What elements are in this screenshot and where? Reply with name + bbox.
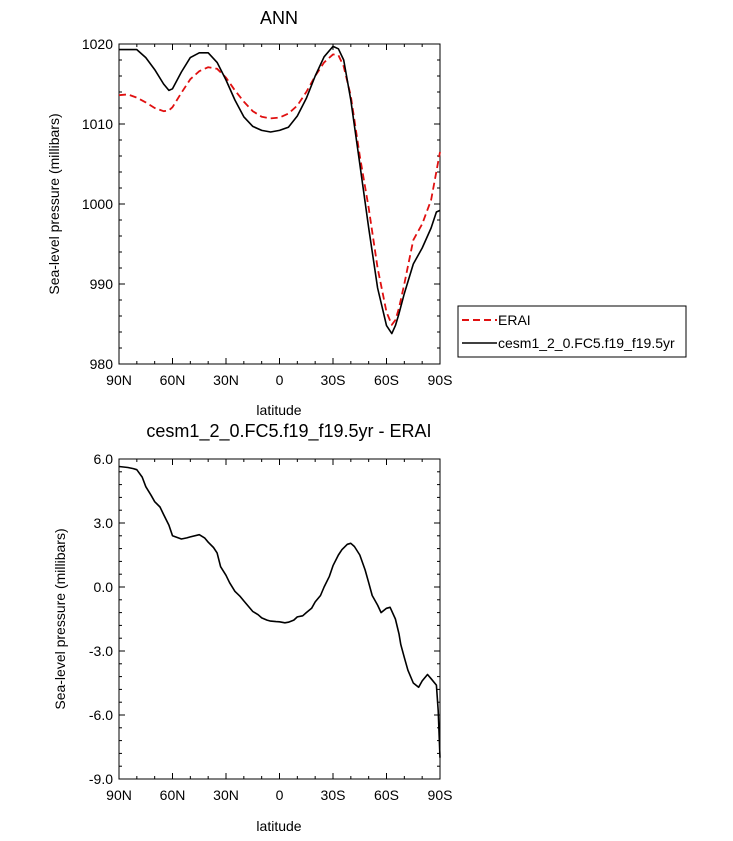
series-line-cesm1-2-0-fc5-f19-f19-5yr — [119, 45, 441, 335]
tick-marks — [118, 43, 441, 365]
x-tick-label: 30S — [321, 787, 346, 803]
plot-frame — [118, 43, 441, 365]
y-axis-label: Sea-level pressure (millibars) — [46, 113, 62, 294]
x-tick-label: 60N — [160, 787, 186, 803]
tick-labels: 90N 60N 30N 0 30S 60S 90S 6.0 3.0 0.0 -3.0 -6.0 -9.0 — [89, 451, 453, 803]
y-tick-label: -6.0 — [89, 707, 113, 723]
y-tick-label: 6.0 — [94, 451, 114, 467]
x-tick-label: 60S — [374, 787, 399, 803]
x-tick-label: 30N — [213, 372, 239, 388]
legend: ERAI cesm1_2_0.FC5.f19_f19.5yr — [457, 305, 687, 358]
x-axis-label: latitude — [256, 818, 301, 834]
y-tick-label: 3.0 — [94, 515, 114, 531]
y-tick-label: -3.0 — [89, 643, 113, 659]
x-tick-label: 90S — [428, 787, 453, 803]
tick-marks — [118, 458, 441, 780]
chart-title: ANN — [260, 8, 298, 28]
y-tick-label: -9.0 — [89, 771, 113, 787]
x-tick-label: 0 — [276, 787, 284, 803]
x-tick-label: 90N — [106, 787, 132, 803]
legend-label-erai: ERAI — [498, 312, 531, 328]
y-tick-label: 1010 — [82, 116, 113, 132]
x-tick-label: 60S — [374, 372, 399, 388]
x-tick-label: 30S — [321, 372, 346, 388]
legend-box — [457, 305, 687, 358]
tick-labels: 90N 60N 30N 0 30S 60S 90S 1020 1010 1000 990 980 — [82, 36, 453, 388]
x-tick-label: 30N — [213, 787, 239, 803]
y-tick-label: 1020 — [82, 36, 113, 52]
y-axis-label: Sea-level pressure (millibars) — [52, 528, 68, 709]
series-line-erai — [118, 53, 441, 326]
panel-top: ANN 90N 60N 30N 0 30S 60S 90S 1020 1010 1000 990 98… — [46, 8, 687, 418]
y-tick-label: 980 — [90, 356, 114, 372]
legend-label-cesm: cesm1_2_0.FC5.f19_f19.5yr — [498, 335, 675, 351]
x-tick-label: 90S — [428, 372, 453, 388]
plot-frame — [118, 458, 441, 780]
panel-bottom: cesm1_2_0.FC5.f19_f19.5yr - ERAI 90N 60N 3… — [52, 421, 452, 834]
y-tick-label: 0.0 — [94, 579, 114, 595]
y-tick-label: 1000 — [82, 196, 113, 212]
series-line-difference — [118, 465, 441, 758]
x-axis-label: latitude — [256, 402, 301, 418]
y-tick-label: 990 — [90, 276, 114, 292]
x-tick-label: 60N — [160, 372, 186, 388]
x-tick-label: 0 — [276, 372, 284, 388]
series-group — [118, 465, 441, 758]
x-tick-label: 90N — [106, 372, 132, 388]
chart-title: cesm1_2_0.FC5.f19_f19.5yr - ERAI — [146, 421, 431, 442]
series-group — [118, 45, 441, 335]
